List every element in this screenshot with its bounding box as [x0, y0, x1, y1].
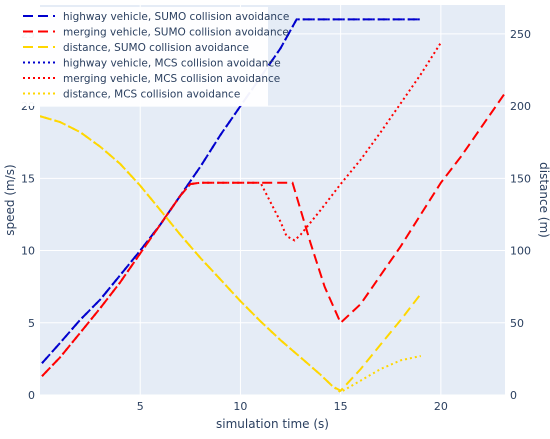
series-line-3 — [41, 18, 421, 364]
x-tick-label: 20 — [434, 400, 448, 413]
y2-tick-label: 50 — [510, 317, 524, 330]
legend-label-5: distance, MCS collision avoidance — [63, 89, 240, 101]
x-axis-title: simulation time (s) — [216, 417, 329, 431]
y2-axis-title: distance (m) — [537, 162, 550, 238]
y2-tick-label: 200 — [510, 100, 531, 113]
series-line-5 — [40, 115, 422, 394]
y2-tick-label: 0 — [510, 389, 517, 402]
y2-tick-label: 250 — [510, 28, 531, 41]
legend-label-1: merging vehicle, SUMO collision avoidanc… — [63, 27, 289, 39]
legend-box — [17, 7, 268, 106]
legend-label-3: highway vehicle, MCS collision avoidance — [63, 58, 281, 70]
x-tick-label: 5 — [137, 400, 144, 413]
y-tick-label: 5 — [28, 317, 35, 330]
y2-tick-label: 100 — [510, 245, 531, 258]
legend-label-2: distance, SUMO collision avoidance — [63, 42, 249, 54]
y2-tick-label: 150 — [510, 172, 531, 185]
x-tick-label: 15 — [334, 400, 348, 413]
series-line-1 — [41, 92, 505, 377]
y-axis-title: speed (m/s) — [3, 164, 17, 235]
y-tick-label: 15 — [21, 172, 35, 185]
legend-label-0: highway vehicle, SUMO collision avoidanc… — [63, 11, 289, 23]
series-line-4 — [41, 42, 442, 377]
x-tick-label: 10 — [233, 400, 247, 413]
legend-label-4: merging vehicle, MCS collision avoidance — [63, 73, 280, 85]
y-tick-label: 10 — [21, 245, 35, 258]
y-tick-label: 0 — [28, 389, 35, 402]
